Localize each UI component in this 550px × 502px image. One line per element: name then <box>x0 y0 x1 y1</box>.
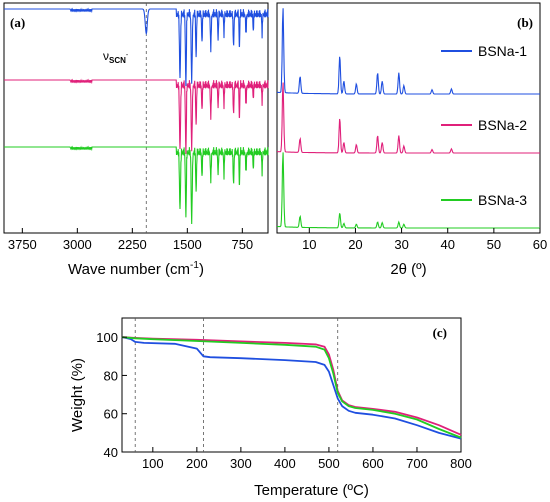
panel-c-x-tick-label: 800 <box>450 456 472 471</box>
panel-a-x-axis-title: Wave number (cm-1) <box>68 260 204 278</box>
panel-a-spectrum-2 <box>4 78 269 154</box>
panel-b-pattern-1 <box>277 8 540 95</box>
panel-a-frame <box>3 2 269 234</box>
panel-b-pattern-2 <box>277 82 540 154</box>
panel-c-x-axis-title: Temperature (ºC) <box>254 482 369 499</box>
panel-c-frame <box>121 317 462 453</box>
panel-a-x-tick-label: 1500 <box>173 237 202 252</box>
panel-b-x-tick-label: 50 <box>487 237 501 252</box>
panel-c-y-tick-label: 100 <box>96 330 118 345</box>
panel-b-label: (b) <box>517 15 533 30</box>
panel-b-x-tick-label: 30 <box>394 237 408 252</box>
panel-b-xrd-patterns: 10 20 30 40 50 60 2θ (º) BSNa-1 BSNa-2 BSNa-3 (b) <box>276 2 547 278</box>
panel-c-curve-2 <box>121 336 462 436</box>
panel-c-curve-3 <box>121 336 462 439</box>
panel-b-x-tick-label: 20 <box>348 237 362 252</box>
panel-a-annot-sup: - <box>126 52 129 59</box>
panel-b-x-tick-label: 40 <box>440 237 454 252</box>
panel-a-spectrum-1 <box>4 7 269 87</box>
panel-c-x-tick-label: 100 <box>142 456 164 471</box>
panel-b-legend-label-3: BSNa-3 <box>478 192 527 208</box>
panel-c-y-axis-title: Weight (%) <box>69 358 86 432</box>
panel-a-spectrum-3 <box>4 145 269 225</box>
panel-a-x-axis-title-sup: -1 <box>190 260 199 271</box>
panel-a-ir-spectra: 3750 3000 2250 1500 750 Wave number (cm-1) νSC… <box>3 2 269 278</box>
panel-b-frame <box>276 2 541 234</box>
panel-a-annot-nu: ν <box>103 49 109 63</box>
panel-c-tga-curves: 100 200 300 400 500 600 700 800 40 60 80 100 Tempera… <box>69 317 472 499</box>
panel-c-x-tick-label: 500 <box>318 456 340 471</box>
panel-a-x-tick-label: 750 <box>231 237 253 252</box>
panel-b-legend-label-2: BSNa-2 <box>478 117 527 133</box>
panel-c-y-tick-label: 60 <box>104 407 118 422</box>
panel-c-x-tick-label: 600 <box>362 456 384 471</box>
panel-c-y-tick-label: 40 <box>104 445 118 460</box>
panel-a-annot-sub: SCN <box>109 56 126 65</box>
panel-c-curve-1 <box>121 336 462 440</box>
panel-a-x-axis-title-main: Wave number (cm <box>68 261 190 278</box>
panel-a-scn-annotation: νSCN- <box>103 49 129 65</box>
panel-b-x-tick-label: 60 <box>533 237 547 252</box>
panel-a-x-tick-label: 3000 <box>63 237 92 252</box>
panel-a-x-tick-label: 2250 <box>118 237 147 252</box>
panel-c-y-tick-label: 80 <box>104 368 118 383</box>
panel-a-x-axis-title-end: ) <box>199 261 204 278</box>
panel-c-x-tick-label: 300 <box>230 456 252 471</box>
panel-c-x-tick-label: 200 <box>186 456 208 471</box>
panel-c-x-tick-label: 400 <box>274 456 296 471</box>
panel-a-label: (a) <box>10 15 25 30</box>
panel-c-label: (c) <box>433 325 447 340</box>
panel-a-x-tick-label: 3750 <box>8 237 37 252</box>
panel-b-pattern-3 <box>277 152 540 229</box>
panel-b-x-tick-label: 10 <box>302 237 316 252</box>
panel-c-x-tick-label: 700 <box>406 456 428 471</box>
panel-b-legend-label-1: BSNa-1 <box>478 43 527 59</box>
panel-b-x-axis-title: 2θ (º) <box>390 261 426 278</box>
